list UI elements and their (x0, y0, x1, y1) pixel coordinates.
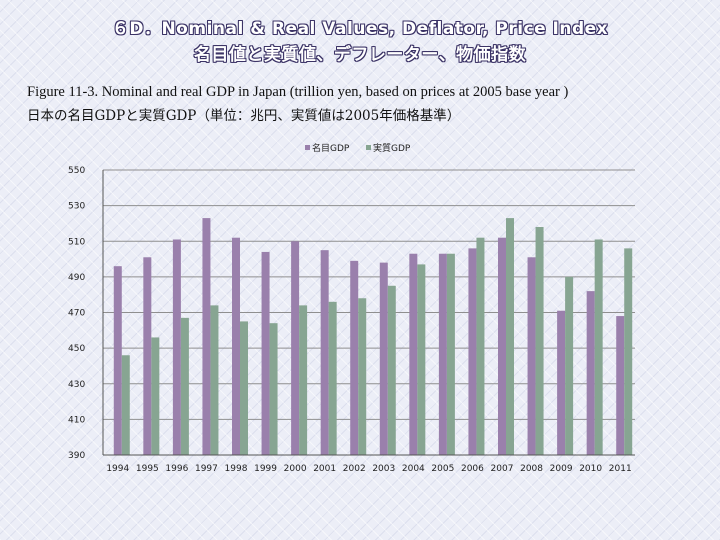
y-tick-label: 410 (68, 415, 85, 425)
x-tick-label: 1995 (136, 464, 159, 474)
real-gdp-bar (417, 264, 426, 455)
y-tick-label: 390 (68, 451, 85, 461)
x-tick-label: 2004 (402, 464, 425, 474)
real-gdp-bar (180, 317, 189, 455)
x-tick-label: 2008 (520, 464, 543, 474)
slide-title-en: ６D．Nominal & Real Values, Deflator, Pric… (111, 19, 609, 39)
nominal-gdp-bar (438, 253, 447, 455)
real-gdp-bar (476, 237, 485, 455)
nominal-gdp-bar (616, 316, 625, 455)
x-tick-label: 2011 (609, 464, 632, 474)
real-gdp-bar (387, 285, 396, 455)
slide-title-ja: 名目値と実質値、デフレーター、物価指数 (193, 45, 527, 65)
nominal-gdp-bar (320, 250, 329, 455)
nominal-gdp-bar (113, 266, 122, 455)
real-gdp-bar (151, 337, 160, 455)
x-tick-label: 2001 (313, 464, 336, 474)
x-tick-label: 1999 (254, 464, 277, 474)
x-tick-label: 1998 (225, 464, 248, 474)
nominal-gdp-bar (143, 257, 152, 455)
real-gdp-bar (446, 253, 455, 455)
x-tick-label: 2005 (431, 464, 454, 474)
y-tick-label: 450 (68, 344, 85, 354)
x-tick-label: 2010 (579, 464, 602, 474)
y-tick-label: 510 (68, 237, 85, 247)
nominal-gdp-bar (586, 291, 595, 455)
nominal-gdp-bar (291, 241, 300, 455)
x-tick-label: 2000 (284, 464, 307, 474)
real-gdp-bar (240, 321, 248, 455)
bars (113, 218, 633, 455)
nominal-gdp-bar (468, 248, 477, 455)
nominal-gdp-bar (261, 251, 270, 455)
real-gdp-bar (121, 355, 130, 455)
y-tick-label: 490 (68, 273, 85, 283)
real-gdp-bar (358, 298, 367, 455)
y-tick-label: 430 (68, 380, 85, 390)
real-gdp-bar (299, 305, 308, 455)
real-gdp-bar (565, 276, 574, 455)
x-tick-label: 2007 (491, 464, 514, 474)
legend-swatch (366, 145, 371, 150)
legend-label: 実質GDP (373, 142, 411, 154)
figure-caption-en: Figure 11-3. Nominal and real GDP in Jap… (27, 84, 569, 100)
y-tick-label: 550 (68, 166, 85, 176)
legend-label: 名目GDP (312, 142, 350, 154)
y-tick-label: 530 (68, 202, 85, 212)
nominal-gdp-bar (202, 218, 211, 455)
legend-swatch (305, 145, 310, 150)
x-tick-label: 2002 (343, 464, 366, 474)
nominal-gdp-bar (379, 262, 388, 455)
nominal-gdp-bar (409, 253, 418, 455)
real-gdp-bar (535, 227, 544, 455)
legend: 名目GDP 実質GDP (305, 142, 411, 154)
x-tick-label: 2006 (461, 464, 484, 474)
real-gdp-bar (594, 239, 603, 455)
x-tick-label: 2003 (372, 464, 395, 474)
real-gdp-bar (328, 301, 337, 455)
gridlines (103, 169, 635, 456)
real-gdp-bar (269, 323, 278, 455)
real-gdp-bar (210, 305, 219, 455)
x-tick-label: 2009 (550, 464, 573, 474)
x-tick-label: 1997 (195, 464, 218, 474)
y-tick-label: 470 (68, 309, 85, 319)
figure-caption-ja: 日本の名目GDPと実質GDP（単位：兆円、実質値は2005年価格基準） (27, 108, 461, 124)
nominal-gdp-bar (498, 237, 506, 455)
nominal-gdp-bar (527, 257, 536, 455)
nominal-gdp-bar (557, 310, 566, 455)
nominal-gdp-bar (350, 260, 359, 455)
real-gdp-bar (624, 248, 633, 455)
nominal-gdp-bar (172, 239, 181, 455)
nominal-gdp-bar (232, 237, 240, 455)
x-tick-label: 1996 (165, 464, 188, 474)
axes: 390 410 430 450 470 490 510 530 550 1994 1995 1996 1… (68, 166, 635, 474)
real-gdp-bar (506, 218, 514, 455)
x-tick-label: 1994 (106, 464, 129, 474)
